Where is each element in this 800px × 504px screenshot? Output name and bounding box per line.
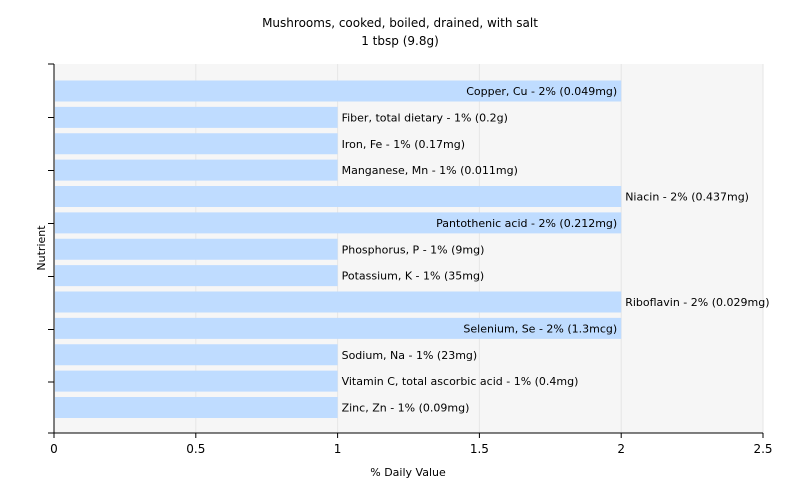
x-tick-label-0: 0 [50,442,58,456]
x-tick-label-1: 0.5 [186,442,205,456]
bar-label-3: Manganese, Mn - 1% (0.011mg) [342,164,518,177]
bars [55,80,622,418]
y-axis-title: Nutrient [35,225,48,271]
bar-label-7: Potassium, K - 1% (35mg) [342,270,485,283]
bar-0 [55,80,622,102]
chart-subtitle: 1 tbsp (9.8g) [361,34,439,48]
x-tick-label-3: 1.5 [470,442,489,456]
bar-label-10: Sodium, Na - 1% (23mg) [342,349,478,362]
bar-4 [55,186,622,207]
bar-9 [55,317,622,339]
bar-3 [55,159,338,181]
bar-label-12: Zinc, Zn - 1% (0.09mg) [342,402,470,415]
x-axis-ticks: 0 0.5 1 1.5 2 2.5 [50,433,773,456]
bar-7 [55,265,338,287]
bar-label-0: Copper, Cu - 2% (0.049mg) [466,85,617,98]
bar-12 [55,397,338,418]
bar-5 [55,212,622,234]
x-tick-label-5: 2.5 [753,442,772,456]
bar-10 [55,344,338,366]
bar-label-1: Fiber, total dietary - 1% (0.2g) [342,111,508,124]
bar-label-11: Vitamin C, total ascorbic acid - 1% (0.4… [342,375,579,388]
bar-label-6: Phosphorus, P - 1% (9mg) [342,243,485,256]
x-axis-title: % Daily Value [370,466,446,479]
bar-6 [55,238,338,260]
chart-title: Mushrooms, cooked, boiled, drained, with… [262,16,538,30]
bar-11 [55,370,338,392]
bar-label-4: Niacin - 2% (0.437mg) [625,191,749,204]
bar-label-9: Selenium, Se - 2% (1.3mcg) [463,322,617,335]
bar-1 [55,106,338,128]
bar-8 [55,291,622,313]
bar-label-5: Pantothenic acid - 2% (0.212mg) [436,217,617,230]
x-tick-label-4: 2 [617,442,625,456]
axes [48,63,763,434]
bar-2 [55,133,338,155]
x-tick-label-2: 1 [334,442,342,456]
bar-label-8: Riboflavin - 2% (0.029mg) [625,296,769,309]
bar-label-2: Iron, Fe - 1% (0.17mg) [342,138,465,151]
bar-labels: Copper, Cu - 2% (0.049mg) Fiber, total di… [342,85,770,415]
